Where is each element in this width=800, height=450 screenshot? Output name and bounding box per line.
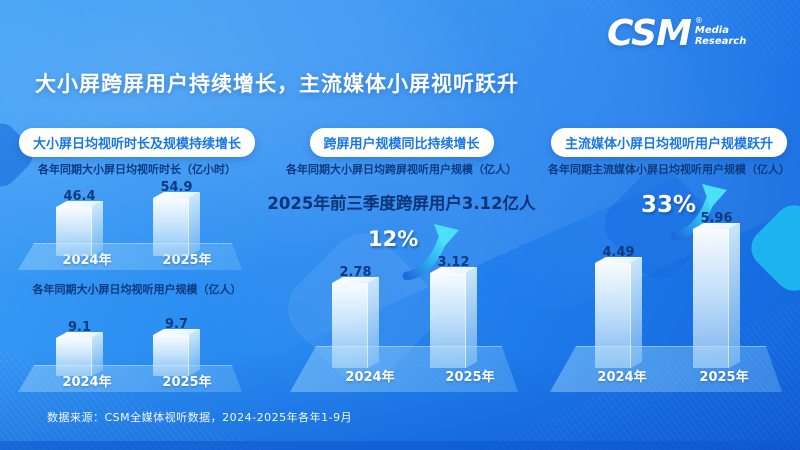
bar-2025: [693, 223, 740, 368]
bar-side-face: [729, 223, 740, 368]
year-label: 2025年: [162, 375, 212, 390]
page-title: 大小屏跨屏用户持续增长，主流媒体小屏视听跃升: [35, 72, 519, 96]
year-label: 2024年: [597, 370, 647, 385]
csm-logo: CSM ® Media Research: [607, 16, 746, 52]
bar-side-face: [466, 266, 477, 368]
year-label: 2024年: [62, 253, 112, 268]
panel-screen-duration-scale: 大小屏日均视听时长及规模持续增长 各年同期大小屏日均视听时长（亿小时） 2024…: [12, 128, 262, 394]
chart1-platform: 2024年 2025年: [18, 243, 242, 270]
chart3-callout: 2025年前三季度跨屏用户3.12亿人: [267, 194, 536, 213]
bar-value-label: 54.9: [160, 179, 193, 195]
growth-arrow-icon: [670, 184, 727, 240]
bar-column-2025: 54.9: [153, 180, 200, 256]
logo-wordmark: CSM: [607, 13, 692, 54]
bar-2025: [430, 266, 477, 368]
chart4-platform: 2024年 2025年: [550, 346, 782, 392]
chart4-stage: 2024年 2025年 4.49 5.96: [543, 211, 795, 392]
bar-front-face: [430, 272, 466, 368]
logo-tagline: ® Media Research: [694, 16, 747, 47]
growth-percent-label: 12%: [368, 227, 419, 251]
year-label: 2024年: [62, 375, 112, 390]
chart3-platform: 2024年 2025年: [290, 346, 518, 392]
registered-mark: ®: [694, 16, 703, 25]
bottom-strip: [0, 441, 800, 450]
bar-value-label: 3.12: [437, 254, 470, 270]
bar-value-label: 46.4: [63, 188, 96, 204]
chart2-subtitle: 各年同期大小屏日均视听用户规模（亿人）: [32, 283, 242, 296]
bar-front-face: [56, 337, 92, 376]
panel3-pill-title: 主流媒体小屏日均视听用户规模跃升: [550, 128, 788, 157]
bar-2024: [56, 331, 103, 376]
chart4-subtitle: 各年同期主流媒体小屏日均视听用户规模（亿人）: [548, 163, 790, 176]
bar-column-2024: 4.49: [595, 245, 642, 368]
chart3-stage: 2024年 2025年 2.78 3.12: [275, 230, 528, 392]
bar-value-label: 5.96: [700, 211, 733, 227]
bar-2024: [595, 257, 642, 368]
data-source-note: 数据来源：CSM全媒体视听数据，2024-2025年各年1-9月: [47, 411, 353, 424]
bar-2024: [56, 200, 103, 256]
bar-2024: [332, 277, 379, 368]
panel1-pill-title: 大小屏日均视听时长及规模持续增长: [18, 128, 256, 157]
panel2-pill-title: 跨屏用户规模同比持续增长: [309, 128, 494, 157]
chart1-subtitle: 各年同期大小屏日均视听时长（亿小时）: [38, 163, 236, 176]
bar-column-2025: 5.96: [693, 211, 740, 368]
bar-value-label: 9.1: [67, 319, 92, 335]
growth-percent-label: 33%: [641, 192, 697, 218]
bar-column-2024: 9.1: [56, 320, 103, 376]
bar-column-2025: 9.7: [153, 317, 200, 376]
bar-column-2024: 2.78: [332, 265, 379, 368]
bar-front-face: [595, 263, 631, 368]
bar-side-face: [189, 191, 200, 256]
panel-mainstream-small-screen: 主流媒体小屏日均视听用户规模跃升 各年同期主流媒体小屏日均视听用户规模（亿人） …: [543, 128, 795, 394]
bar-2025: [153, 329, 200, 376]
bar-2025: [153, 191, 200, 256]
bar-side-face: [368, 277, 379, 368]
chart1-stage: 2024年 2025年 46.4 54.9: [12, 178, 262, 270]
bar-side-face: [631, 257, 642, 368]
bar-front-face: [332, 283, 368, 368]
bar-column-2025: 3.12: [430, 255, 477, 368]
bar-value-label: 9.7: [164, 317, 189, 333]
chart3-subtitle: 各年同期大小屏日均跨屏视听用户规模（亿人）: [286, 163, 517, 176]
chart2-stage: 2024年 2025年 9.1 9.7: [12, 298, 262, 392]
bar-front-face: [153, 197, 189, 256]
bar-front-face: [693, 229, 729, 368]
bar-side-face: [92, 200, 103, 256]
bar-side-face: [189, 329, 200, 376]
year-label: 2025年: [699, 370, 749, 385]
year-label: 2024年: [345, 370, 395, 385]
bar-side-face: [92, 331, 103, 376]
panel-cross-screen-users: 跨屏用户规模同比持续增长 各年同期大小屏日均跨屏视听用户规模（亿人） 2025年…: [267, 128, 536, 397]
chart2-platform: 2024年 2025年: [18, 365, 242, 392]
year-label: 2025年: [162, 253, 212, 268]
bar-value-label: 4.49: [602, 245, 635, 261]
bar-value-label: 2.78: [339, 265, 372, 281]
bar-front-face: [56, 206, 92, 256]
year-label: 2025年: [445, 370, 495, 385]
bar-column-2024: 46.4: [56, 189, 103, 256]
bar-front-face: [153, 335, 189, 376]
growth-arrow-icon: [402, 224, 459, 280]
